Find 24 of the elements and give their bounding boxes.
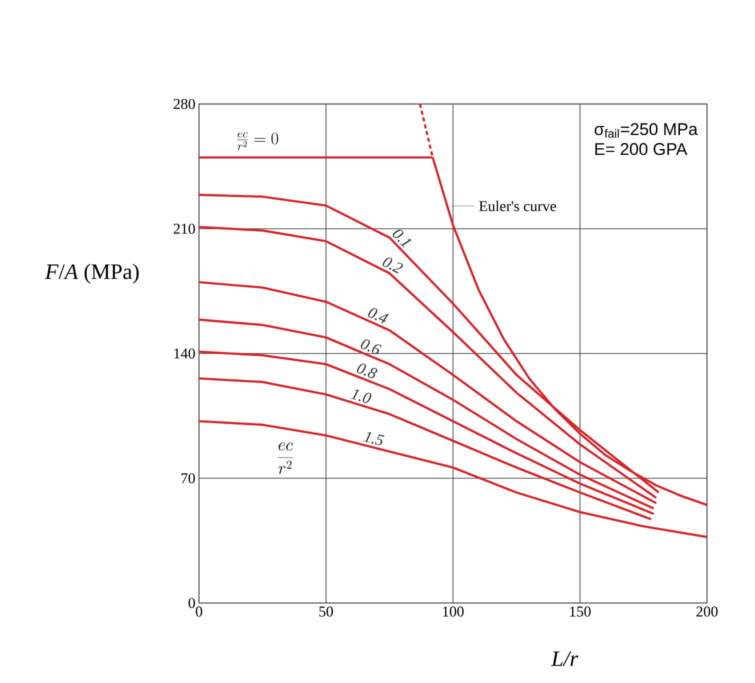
text: 0.1 [392, 230, 412, 248]
annotation: σ$_{fail}$=250 MPa [594, 123, 698, 138]
y-tick-label: 70 [182, 473, 195, 484]
x-tick-label: 50 [319, 606, 333, 617]
text: 1.5 [363, 432, 384, 446]
annotation: E= 200 GPA [595, 143, 688, 156]
text: 0.8 [356, 364, 378, 378]
x-tick-label: 150 [570, 606, 591, 617]
series-label: Euler's curve [479, 200, 556, 212]
y-tick-label: 280 [174, 98, 195, 110]
text: 1.0 [350, 390, 372, 403]
text: 0.4 [368, 308, 389, 324]
x-tick-label: 200 [696, 606, 718, 617]
text: 0.2 [382, 258, 403, 274]
series-label: $\frac{ec}{r^{2}}=0$ [237, 132, 278, 150]
x-tick-label: 100 [443, 606, 464, 617]
y-tick-label: 210 [174, 224, 195, 234]
text: 0.6 [360, 339, 382, 354]
x-axis-title: L/r [551, 651, 578, 666]
y-tick-label: 140 [174, 348, 195, 359]
y-axis-title: F/A (MPa) [44, 264, 139, 284]
annotation: $\frac{ec}{r^{2}}$ [278, 442, 293, 474]
y-tick-label: 0 [188, 598, 195, 608]
x-tick-label: 0 [196, 606, 202, 617]
